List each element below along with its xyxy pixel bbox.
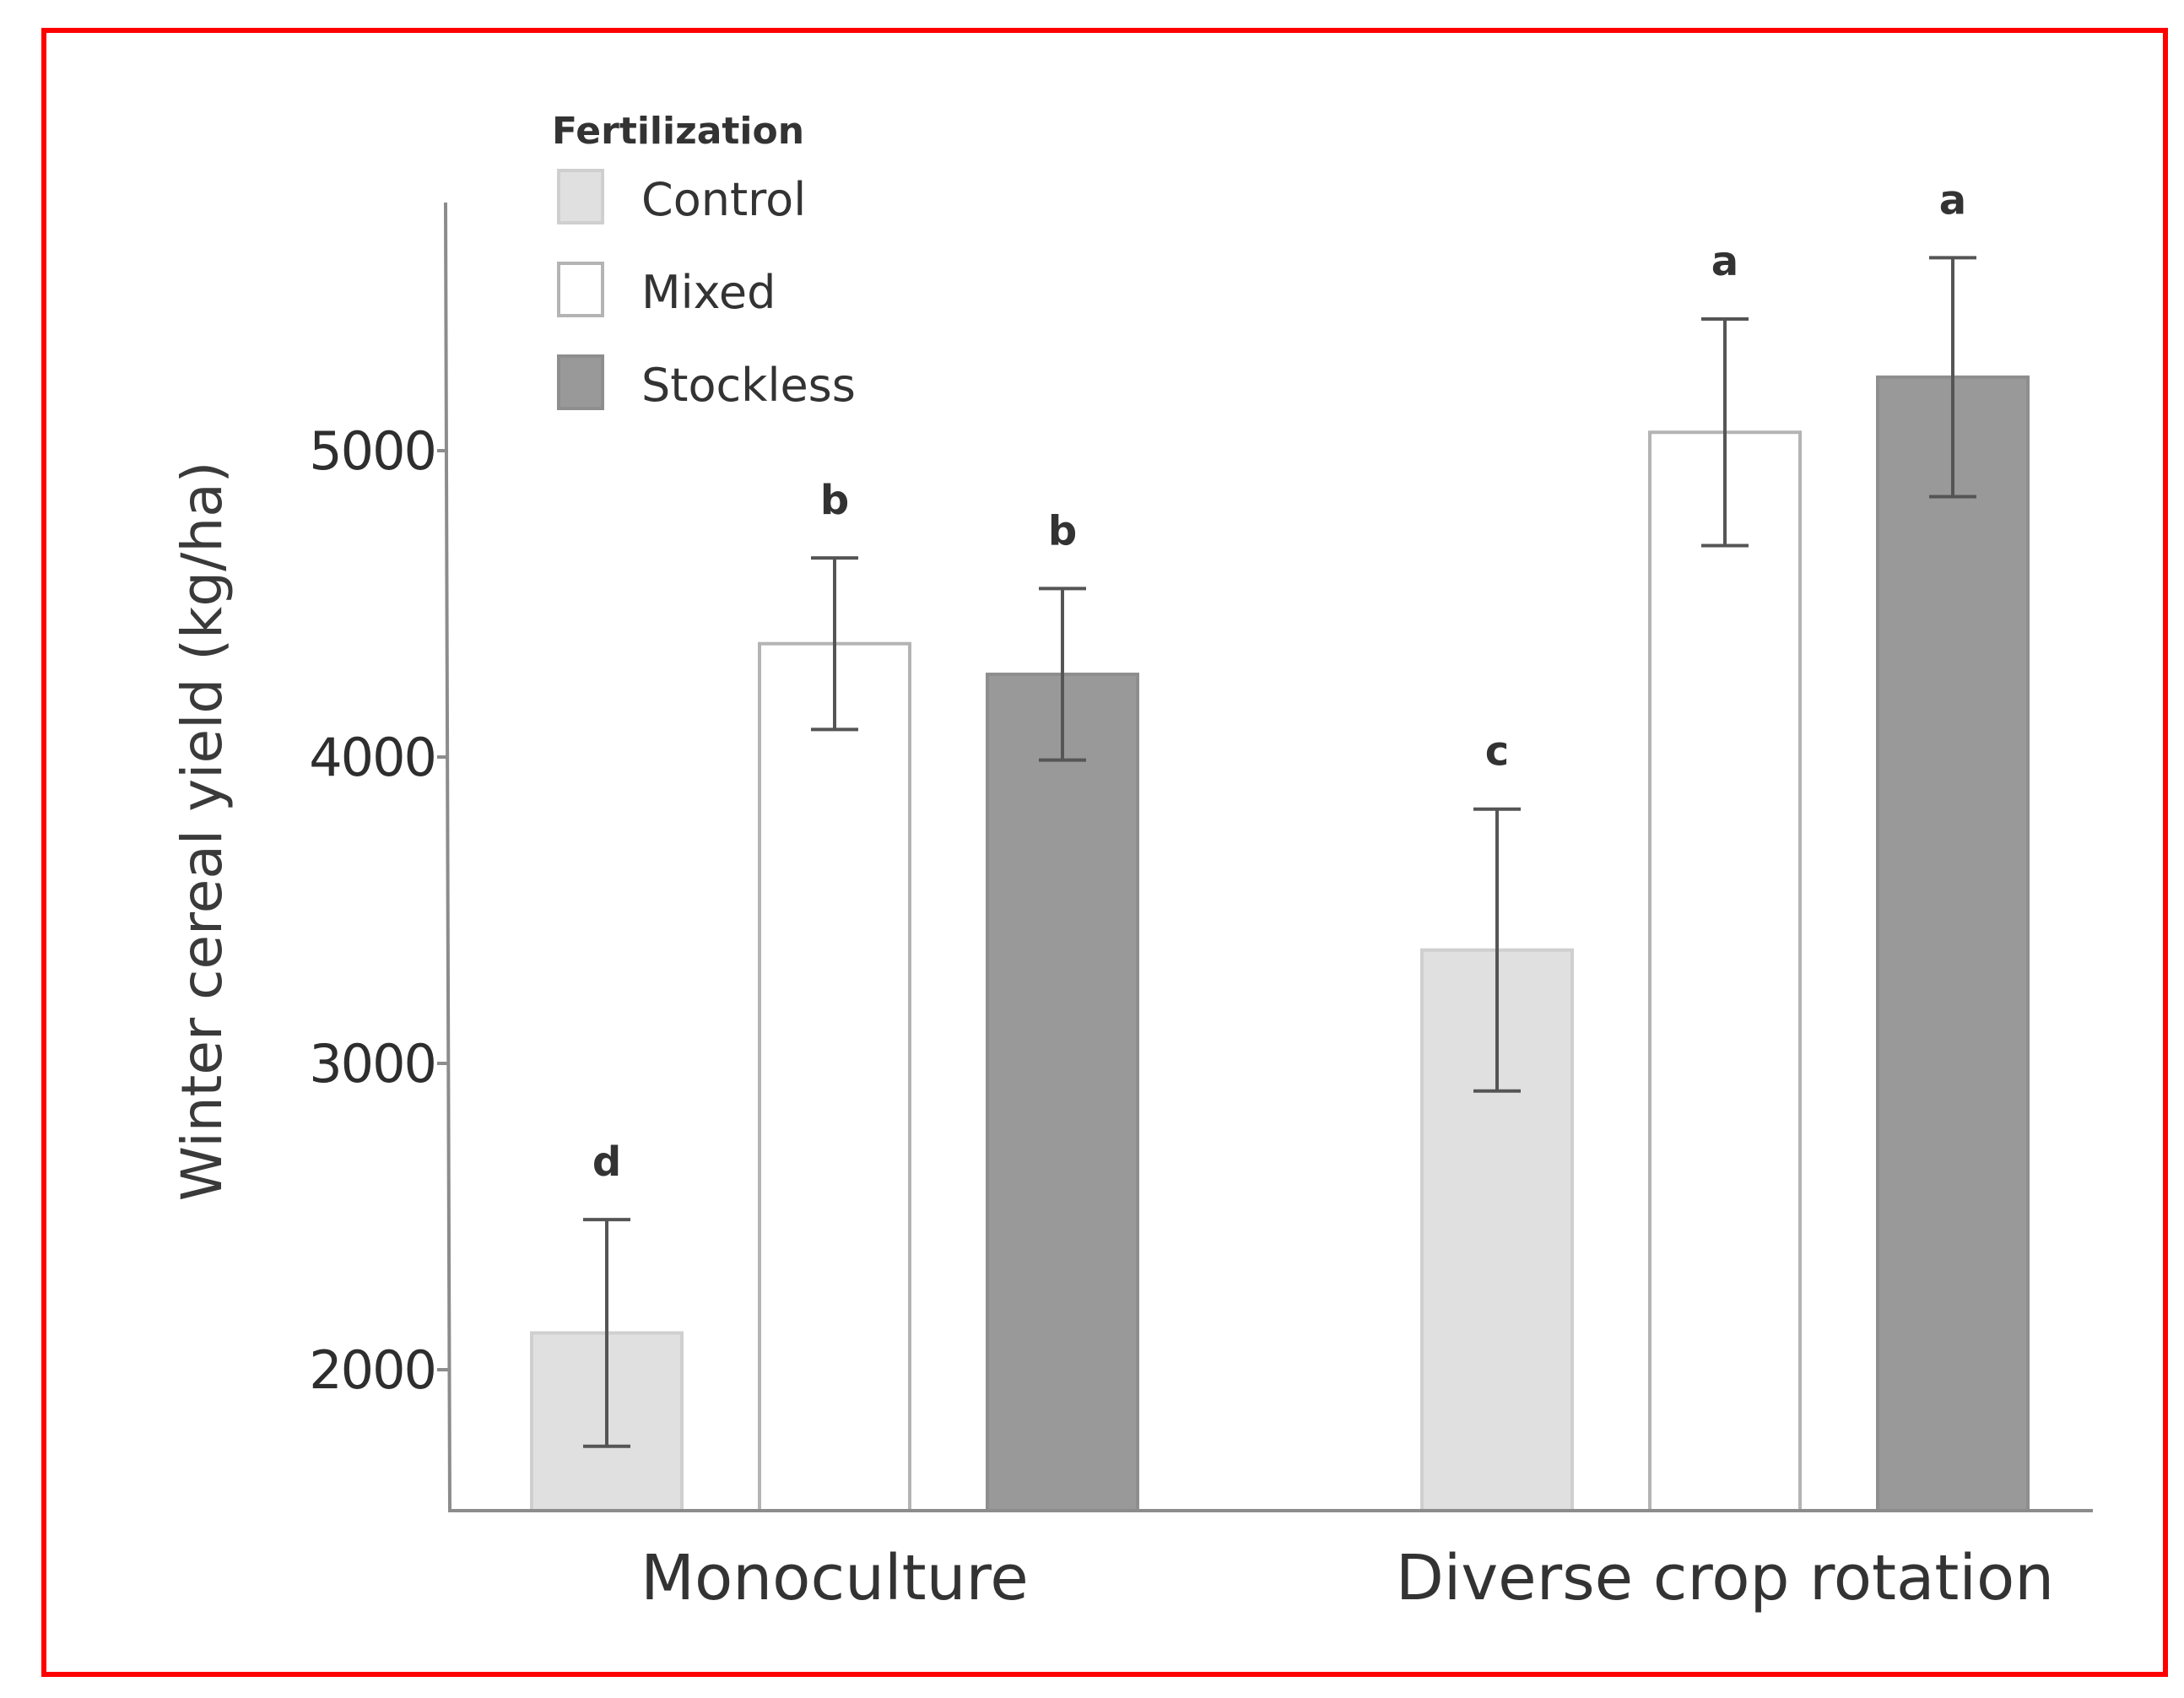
sig-letter-stockless-diverse-crop-rotation: a	[1939, 176, 1966, 224]
bars-layer	[530, 375, 2030, 1512]
x-tick-label-monoculture: Monoculture	[641, 1542, 1029, 1614]
sig-letter-mixed-monoculture: b	[820, 477, 849, 524]
figure-frame	[41, 28, 2168, 1677]
bar-mixed-diverse-crop-rotation	[1648, 430, 1802, 1512]
bar-stockless-diverse-crop-rotation	[1876, 375, 2030, 1512]
legend-title: Fertilization	[552, 110, 804, 153]
legend: Fertilization Control Mixed Stockless	[552, 110, 856, 412]
legend-label-mixed: Mixed	[641, 266, 776, 319]
legend-swatch-stockless	[557, 354, 604, 410]
error-bars-layer	[583, 256, 1976, 1448]
sig-letter-mixed-diverse-crop-rotation: a	[1711, 238, 1738, 285]
y-tick-label-3000: 3000	[309, 1033, 435, 1095]
y-axis-line	[444, 202, 451, 1511]
y-axis-label: Winter cereal yield (kg/ha)	[170, 462, 235, 1202]
bar-stockless-monoculture	[986, 673, 1139, 1512]
y-ticks: 2000 3000 4000 5000	[309, 420, 448, 1401]
x-tick-labels: Monoculture Diverse crop rotation	[641, 1542, 2054, 1614]
y-tick-label-2000: 2000	[309, 1339, 435, 1401]
x-tick-label-diverse-crop-rotation: Diverse crop rotation	[1396, 1542, 2054, 1614]
legend-label-stockless: Stockless	[641, 359, 856, 412]
y-tick-label-4000: 4000	[309, 727, 435, 788]
y-tick-label-5000: 5000	[309, 420, 435, 482]
sig-letter-stockless-monoculture: b	[1048, 507, 1077, 554]
legend-label-control: Control	[641, 173, 806, 226]
sig-letter-control-diverse-crop-rotation: c	[1485, 728, 1509, 776]
legend-swatch-control	[557, 169, 604, 224]
bar-mixed-monoculture	[758, 641, 911, 1512]
sig-letter-control-monoculture: d	[592, 1138, 621, 1186]
legend-swatch-mixed	[557, 262, 604, 317]
significance-letters: d c b a b a	[592, 176, 1966, 1186]
